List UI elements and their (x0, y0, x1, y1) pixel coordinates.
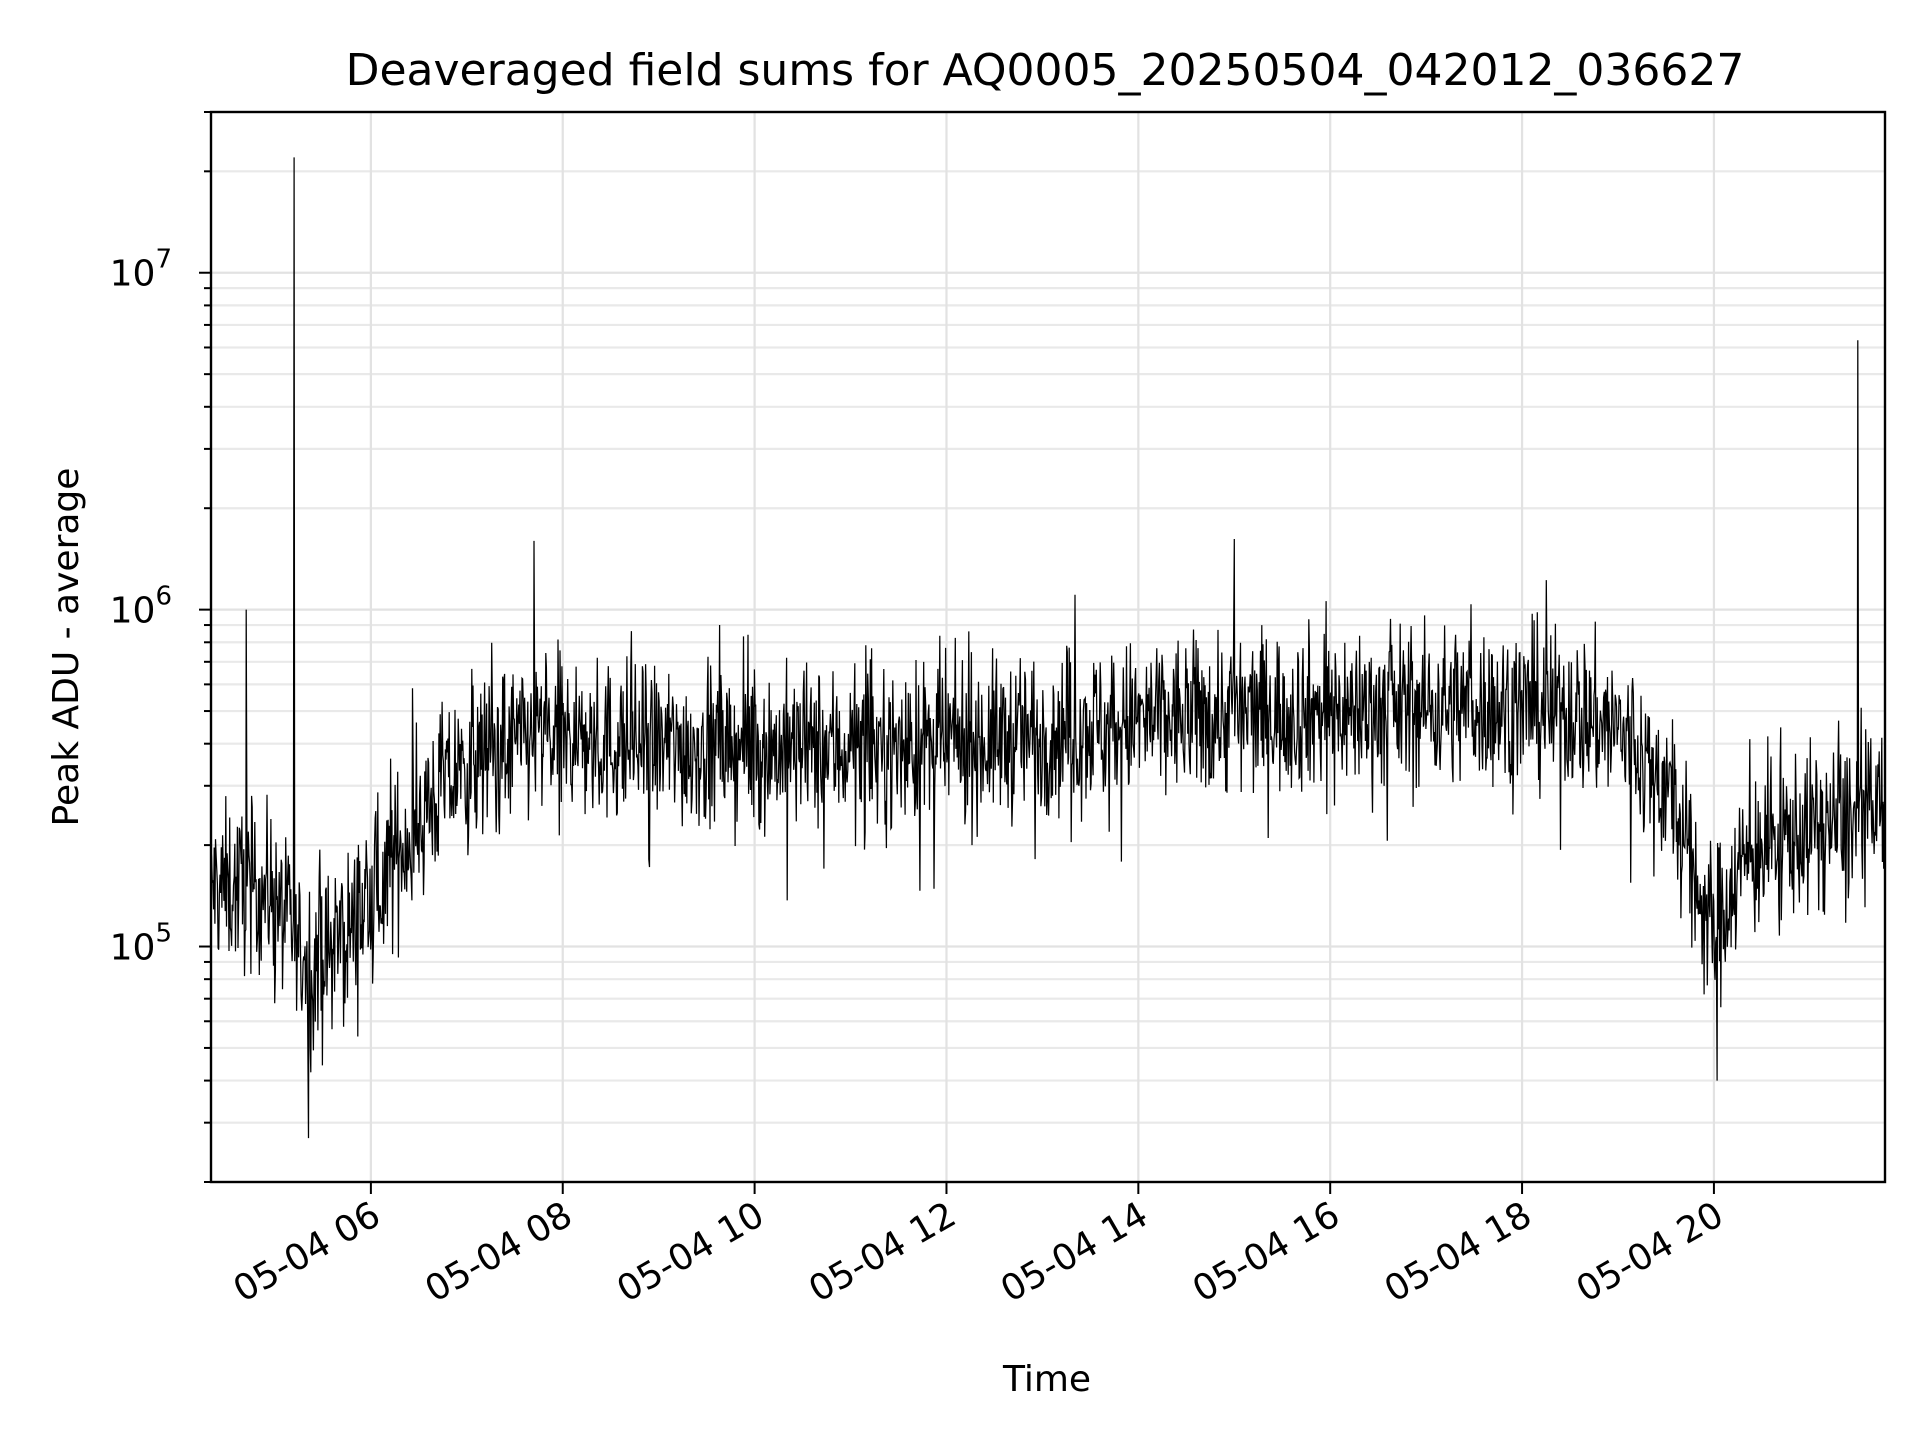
y-tick-exponent: 6 (155, 582, 172, 612)
series-layer (210, 157, 1886, 1139)
axis-ticks (199, 111, 1715, 1194)
chart-title: Deaveraged field sums for AQ0005_2025050… (346, 45, 1745, 96)
series-line (210, 157, 1886, 1139)
x-axis-label: Time (1002, 1359, 1091, 1400)
y-tick-exponent: 5 (155, 919, 172, 949)
plot-frame (209, 110, 1887, 1184)
y-axis-label: Peak ADU - average (46, 468, 87, 827)
y-tick-exponent: 7 (155, 245, 172, 275)
